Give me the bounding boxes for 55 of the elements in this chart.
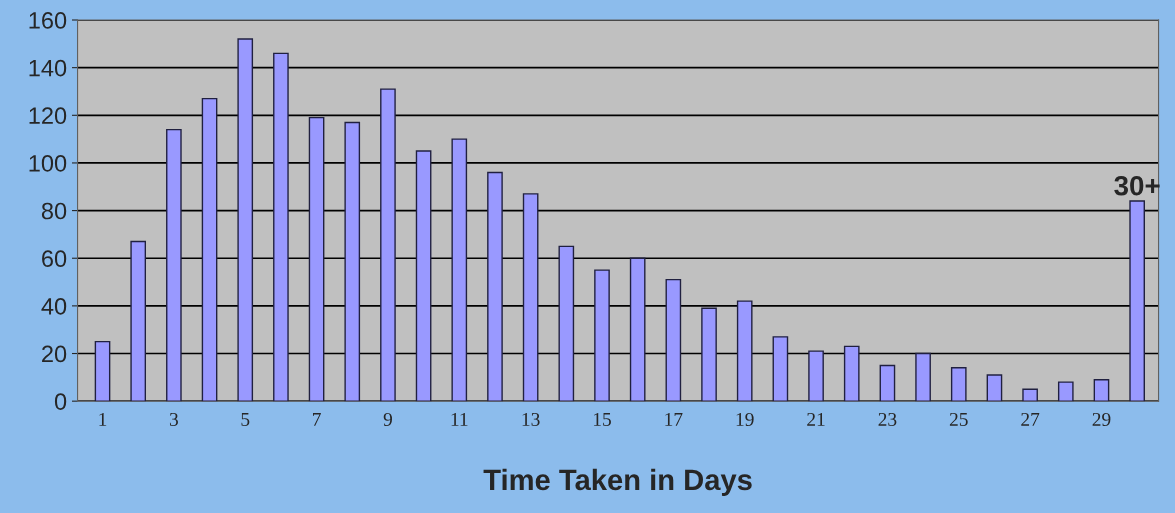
- x-tick-label: 7: [313, 413, 321, 426]
- bar: [344, 121, 361, 402]
- bar: [380, 88, 396, 402]
- bar: [808, 350, 824, 402]
- bar: [950, 367, 967, 402]
- y-tick-label: 160: [29, 12, 67, 29]
- y-tick-label: 40: [41, 297, 67, 315]
- x-tick-label: 27: [1021, 412, 1040, 426]
- x-tick-label: 3: [169, 412, 178, 426]
- x-tick-label: 11: [451, 412, 468, 426]
- y-tick-label: 80: [41, 202, 67, 220]
- x-tick-label: 23: [878, 412, 897, 426]
- bar: [308, 116, 325, 402]
- bar: [201, 97, 218, 402]
- x-tick-label: 1: [99, 412, 107, 426]
- x-tick-label: 15: [593, 412, 611, 426]
- bar: [237, 38, 254, 402]
- y-tick-label: 60: [42, 250, 67, 268]
- bar: [665, 278, 682, 402]
- x-tick-label: 29: [1092, 412, 1111, 426]
- bar: [487, 171, 503, 402]
- x-tick-label: 19: [736, 412, 754, 426]
- y-tick-label: 120: [29, 107, 67, 125]
- x-axis-title: Time Taken in Days: [483, 468, 752, 496]
- bar: [415, 150, 432, 402]
- y-tick-label: 20: [42, 345, 67, 363]
- bar: [879, 364, 896, 402]
- bar: [594, 269, 610, 402]
- bar: [130, 240, 147, 402]
- bar: [1022, 388, 1038, 402]
- bar: [558, 245, 575, 402]
- x-tick-label: 25: [949, 412, 968, 426]
- bar: [94, 340, 111, 402]
- x-tick-label: 17: [665, 412, 683, 426]
- bar: [1093, 379, 1110, 402]
- x-tick-label: 5: [241, 413, 250, 426]
- x-tick-label: 21: [807, 412, 825, 426]
- bar: [843, 345, 860, 402]
- y-tick-label: 140: [29, 59, 67, 77]
- bar: [629, 257, 646, 402]
- bar: [273, 52, 289, 402]
- bar: [1057, 381, 1074, 402]
- y-tick-label: 0: [54, 393, 67, 410]
- y-tick-label: 100: [29, 155, 67, 172]
- bar: [915, 352, 931, 402]
- bar: [166, 128, 182, 402]
- bar: [701, 307, 717, 402]
- x-tick-label: 13: [522, 412, 540, 426]
- x-tick-label: 9: [383, 412, 392, 426]
- bar: [736, 300, 753, 402]
- bar: [986, 374, 1003, 402]
- bar: [522, 193, 539, 402]
- bar: [451, 138, 468, 402]
- bar: [1129, 200, 1145, 402]
- bar: [772, 336, 789, 402]
